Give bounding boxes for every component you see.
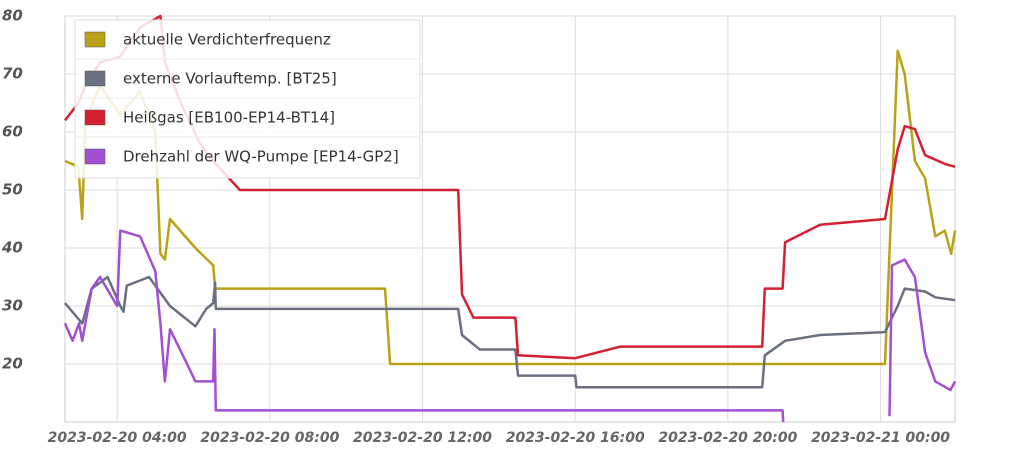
x-tick-label: 2023-02-20 20:00 bbox=[658, 430, 797, 446]
legend-label: Drehzahl der WQ-Pumpe [EP14-GP2] bbox=[123, 148, 399, 166]
x-tick-label: 2023-02-20 12:00 bbox=[353, 430, 492, 446]
series-line bbox=[64, 275, 956, 389]
y-tick-label: 60 bbox=[2, 123, 23, 141]
legend: aktuelle Verdichterfrequenz externe Vorla… bbox=[74, 19, 421, 179]
legend-label: externe Vorlauftemp. [BT25] bbox=[123, 70, 337, 88]
y-tick-label: 80 bbox=[2, 7, 23, 25]
legend-box bbox=[74, 19, 421, 179]
y-tick-label: 70 bbox=[2, 65, 23, 83]
legend-swatch bbox=[84, 109, 106, 126]
y-tick-label: 20 bbox=[2, 355, 23, 373]
y-tick-label: 50 bbox=[2, 181, 23, 199]
x-tick-label: 2023-02-20 04:00 bbox=[48, 430, 187, 446]
x-tick-label: 2023-02-20 16:00 bbox=[506, 430, 645, 446]
legend-swatch bbox=[84, 31, 106, 48]
series-line bbox=[63, 229, 957, 423]
legend-label: aktuelle Verdichterfrequenz bbox=[123, 31, 331, 49]
legend-label: Heißgas [EB100-EP14-BT14] bbox=[123, 109, 335, 127]
legend-swatch bbox=[84, 148, 106, 165]
y-tick-label: 40 bbox=[1, 239, 23, 257]
x-tick-label: 2023-02-20 08:00 bbox=[200, 430, 339, 446]
y-tick-label: 30 bbox=[2, 297, 23, 315]
x-tick-label: 2023-02-21 00:00 bbox=[811, 430, 950, 446]
legend-swatch bbox=[84, 70, 106, 87]
